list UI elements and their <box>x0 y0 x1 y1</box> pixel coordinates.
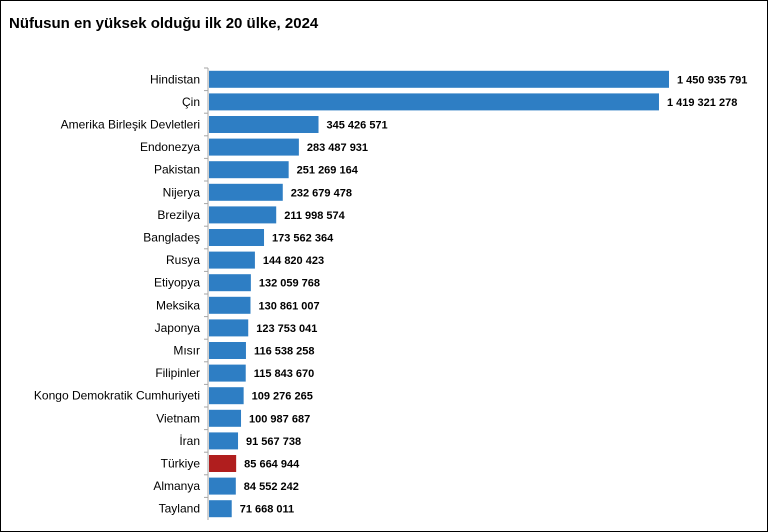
category-label: Vietnam <box>156 411 200 425</box>
value-label: 232 679 478 <box>291 187 352 199</box>
category-label: Endonezya <box>140 140 200 154</box>
bar-18 <box>209 455 237 472</box>
category-label: Pakistan <box>154 163 200 177</box>
bar-14 <box>209 364 246 382</box>
bar-8 <box>209 229 265 246</box>
bar-17 <box>209 432 239 450</box>
bar-20 <box>209 500 232 518</box>
category-label: İran <box>179 434 200 448</box>
bar-4 <box>209 138 299 156</box>
value-label: 283 487 931 <box>307 142 368 154</box>
value-label: 1 419 321 278 <box>667 97 737 109</box>
category-label: Rusya <box>166 253 200 267</box>
value-label: 84 552 242 <box>244 481 299 493</box>
value-label: 345 426 571 <box>327 120 388 132</box>
value-label: 173 562 364 <box>272 233 334 245</box>
value-label: 211 998 574 <box>284 210 345 222</box>
category-label: Brezilya <box>157 208 200 222</box>
bar-15 <box>209 387 244 405</box>
bar-13 <box>209 342 246 359</box>
value-label: 91 567 738 <box>246 436 301 448</box>
bar-6 <box>209 183 283 201</box>
value-label: 109 276 265 <box>252 391 313 403</box>
value-label: 1 450 935 791 <box>677 74 747 86</box>
category-label: Almanya <box>153 479 200 493</box>
bar-10 <box>209 274 251 292</box>
bar-11 <box>209 296 251 314</box>
category-label: Bangladeş <box>143 231 200 245</box>
category-label: Nijerya <box>163 185 201 199</box>
category-label: Mısır <box>173 344 200 358</box>
value-label: 251 269 164 <box>297 165 359 177</box>
category-label: Türkiye <box>161 457 201 471</box>
bar-9 <box>209 251 255 269</box>
value-label: 123 753 041 <box>256 323 317 335</box>
value-label: 132 059 768 <box>259 278 320 290</box>
bar-7 <box>209 206 277 224</box>
category-label: Amerika Birleşik Devletleri <box>61 118 200 132</box>
value-label: 130 861 007 <box>258 300 319 312</box>
bar-12 <box>209 319 249 337</box>
bar-2 <box>209 93 659 111</box>
category-label: Tayland <box>159 502 200 516</box>
bar-1 <box>209 70 669 88</box>
category-label: Japonya <box>155 321 201 335</box>
bar-5 <box>209 161 289 179</box>
bar-3 <box>209 116 319 133</box>
category-label: Çin <box>182 95 200 109</box>
value-label: 116 538 258 <box>254 346 315 358</box>
value-label: 100 987 687 <box>249 413 310 425</box>
bar-16 <box>209 409 242 427</box>
chart-title: Nüfusun en yüksek olduğu ilk 20 ülke, 20… <box>9 15 319 32</box>
category-label: Kongo Demokratik Cumhuriyeti <box>34 389 200 403</box>
bar-19 <box>209 477 236 495</box>
value-label: 115 843 670 <box>254 368 315 380</box>
value-label: 144 820 423 <box>263 255 324 267</box>
value-label: 85 664 944 <box>244 459 300 471</box>
category-label: Etiyopya <box>154 276 200 290</box>
category-label: Filipinler <box>155 366 200 380</box>
category-label: Hindistan <box>150 72 200 86</box>
category-label: Meksika <box>156 298 200 312</box>
value-label: 71 668 011 <box>240 504 294 516</box>
